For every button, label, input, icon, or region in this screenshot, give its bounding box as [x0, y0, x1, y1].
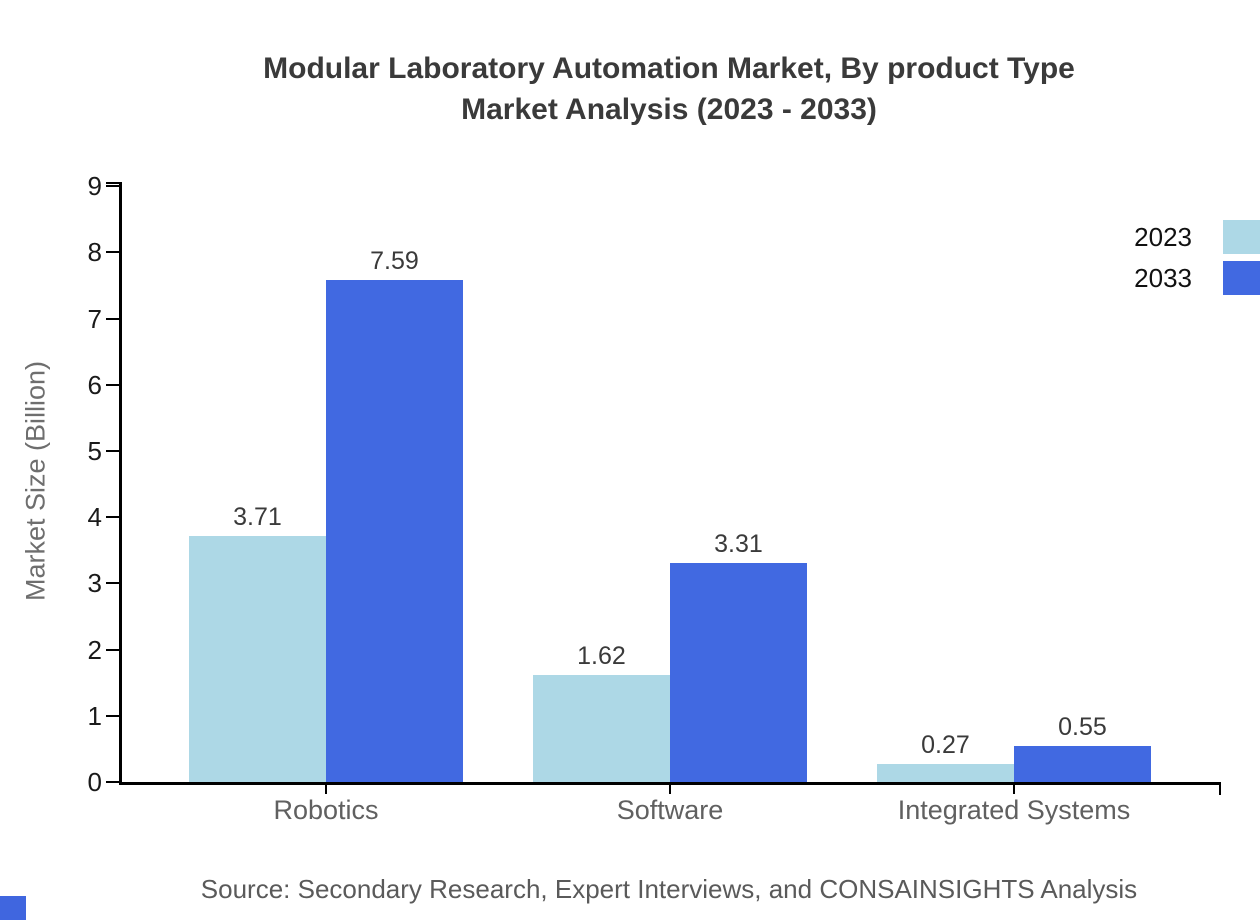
bar-2023-robotics	[189, 536, 326, 782]
y-tick-label: 7	[87, 304, 102, 334]
y-tick-label: 0	[87, 767, 102, 797]
bar-value-label: 7.59	[370, 247, 419, 275]
bar-value-label: 0.55	[1058, 713, 1107, 741]
bar-value-label: 0.27	[921, 731, 970, 759]
x-tick	[325, 782, 327, 794]
y-tick	[106, 251, 119, 253]
y-tick-label: 9	[87, 171, 102, 201]
bar-2033-software	[670, 563, 807, 782]
legend-label-2023: 2023	[1134, 222, 1192, 252]
y-tick-label: 3	[87, 568, 102, 598]
bar-2023-integrated-systems	[877, 764, 1014, 782]
bar-2033-integrated-systems	[1014, 746, 1151, 782]
y-tick-label: 4	[87, 502, 102, 532]
chart-title: Modular Laboratory Automation Market, By…	[263, 52, 1075, 85]
x-tick	[669, 782, 671, 794]
brand-logo-square	[0, 896, 26, 920]
y-tick	[106, 450, 119, 452]
y-tick	[106, 649, 119, 651]
y-tick	[106, 318, 119, 320]
y-tick-label: 5	[87, 436, 102, 466]
y-tick-label: 6	[87, 370, 102, 400]
y-tick-label: 2	[87, 635, 102, 665]
y-tick	[106, 715, 119, 717]
legend-swatch-2023	[1223, 220, 1260, 254]
y-tick	[106, 384, 119, 386]
y-tick	[106, 781, 119, 783]
y-tick	[106, 185, 119, 187]
bar-2033-robotics	[326, 280, 463, 782]
y-tick	[106, 516, 119, 518]
x-category-label: Robotics	[273, 795, 379, 825]
y-axis-endcap-tick	[106, 182, 119, 184]
legend-swatch-2033	[1223, 261, 1260, 295]
x-category-label: Integrated Systems	[897, 795, 1131, 825]
chart-subtitle: Market Analysis (2023 - 2033)	[461, 93, 877, 126]
x-category-label: Software	[616, 795, 724, 825]
bar-2023-software	[533, 675, 670, 782]
x-axis-endcap-tick	[1219, 782, 1221, 795]
bar-value-label: 3.71	[233, 503, 282, 531]
legend-label-2033: 2033	[1134, 263, 1192, 293]
bar-value-label: 3.31	[714, 530, 763, 558]
source-note: Source: Secondary Research, Expert Inter…	[200, 874, 1138, 904]
y-axis-line	[119, 182, 122, 785]
y-tick-label: 8	[87, 237, 102, 267]
y-tick-label: 1	[87, 701, 102, 731]
y-tick	[106, 582, 119, 584]
x-tick	[1013, 782, 1015, 794]
bar-value-label: 1.62	[577, 642, 626, 670]
